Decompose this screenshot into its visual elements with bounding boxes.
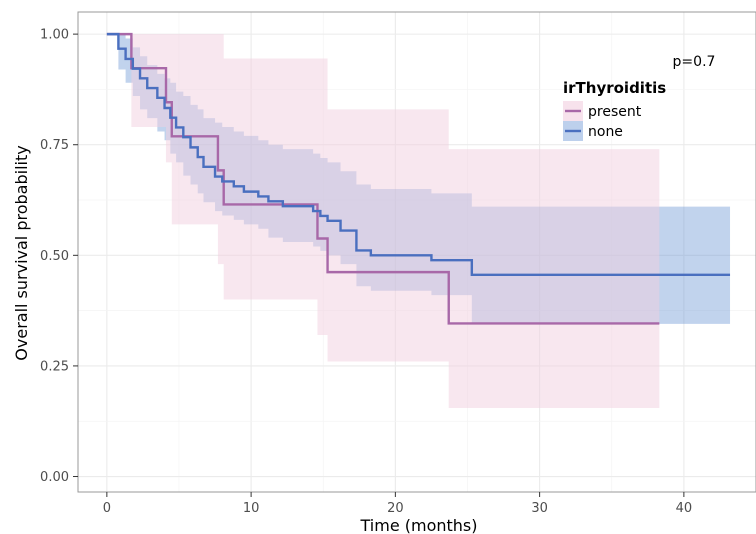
survival-line-present — [106, 32, 660, 325]
x-axis-title: Time (months) — [360, 516, 478, 534]
y-tick-label: 0.00 — [40, 470, 69, 485]
x-tick-label: 20 — [387, 501, 404, 516]
ci-band-present — [106, 34, 660, 408]
y-tick-label: 1.00 — [40, 28, 69, 43]
confidence-bands — [106, 34, 731, 408]
x-tick-label: 40 — [676, 501, 693, 516]
p-value-annotation: p=0.7 — [673, 54, 716, 70]
plot-border — [77, 11, 756, 493]
legend-label-none: none — [588, 124, 623, 140]
y-tick-label: 0.25 — [40, 359, 69, 374]
legend-label-present: present — [588, 104, 642, 120]
x-tick-label: 0 — [103, 501, 111, 516]
y-tick-label: 0.50 — [40, 249, 69, 264]
survival-curves — [106, 32, 731, 325]
legend-title: irThyroiditis — [563, 79, 666, 97]
axes: 0 10 20 30 40 0.00 0.25 0.50 0.75 1.00 — [40, 11, 756, 516]
x-tick-label: 30 — [531, 501, 548, 516]
y-tick-label: 0.75 — [40, 138, 69, 153]
legend: irThyroiditis present none — [563, 79, 666, 141]
x-tick-label: 10 — [243, 501, 260, 516]
y-axis-title: Overall survival probability — [12, 145, 31, 360]
survival-line-none — [106, 32, 731, 276]
